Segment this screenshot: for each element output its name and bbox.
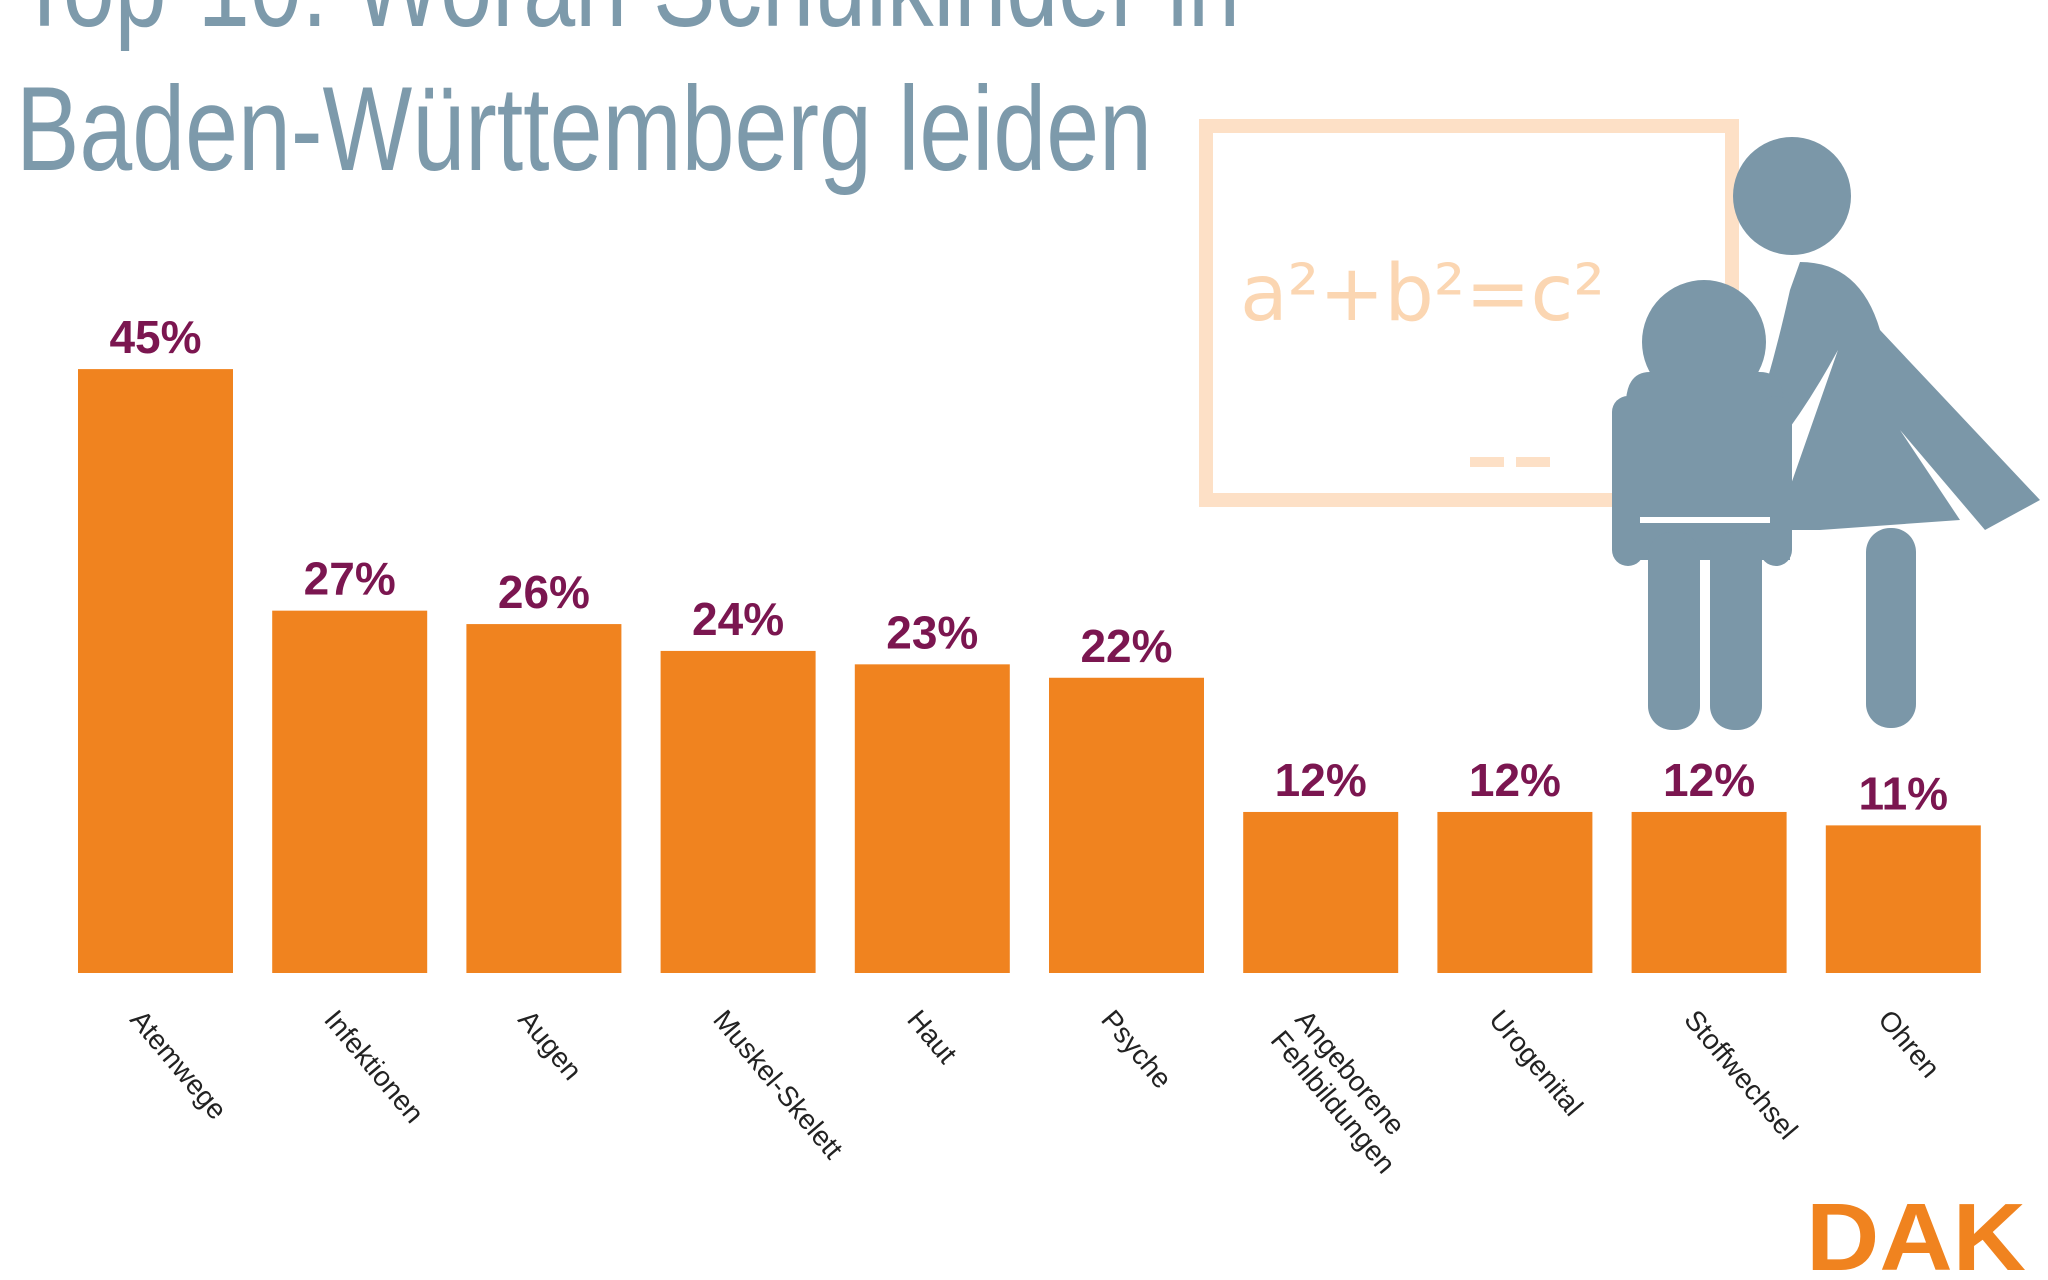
bar [466, 624, 622, 973]
adult-body [1745, 262, 2040, 530]
logo: DAK [1806, 1184, 2026, 1280]
bar [272, 610, 428, 973]
value-label: 12% [1275, 754, 1367, 806]
bar [854, 664, 1010, 973]
value-label: 11% [1859, 767, 1949, 819]
value-label: 45% [109, 311, 201, 363]
adult-leg [1866, 528, 1916, 728]
child-leg [1710, 532, 1762, 730]
bar [1437, 811, 1593, 973]
bar [660, 650, 816, 973]
value-label: 12% [1663, 754, 1755, 806]
child-arm [1612, 396, 1644, 566]
bar [1243, 811, 1399, 973]
value-label: 22% [1080, 620, 1172, 672]
adult-head [1733, 137, 1851, 255]
child-body [1620, 372, 1790, 560]
value-label: 23% [886, 606, 978, 658]
child-arm [1760, 396, 1792, 566]
bar [1825, 825, 1981, 973]
value-label: 27% [304, 553, 396, 605]
illustration: a²+b²=c² [1199, 119, 2040, 730]
chart-title: Top-10: Woran Schulkinder in [16, 0, 1240, 52]
value-label: 24% [692, 593, 784, 645]
child-leg [1648, 532, 1700, 730]
bar [1631, 811, 1787, 973]
chart-title: Baden-Württemberg leiden [16, 62, 1152, 196]
blackboard-formula: a²+b²=c² [1240, 249, 1605, 339]
value-label: 12% [1469, 754, 1561, 806]
bar [78, 369, 233, 974]
bar [1049, 677, 1204, 973]
value-label: 26% [498, 566, 590, 618]
